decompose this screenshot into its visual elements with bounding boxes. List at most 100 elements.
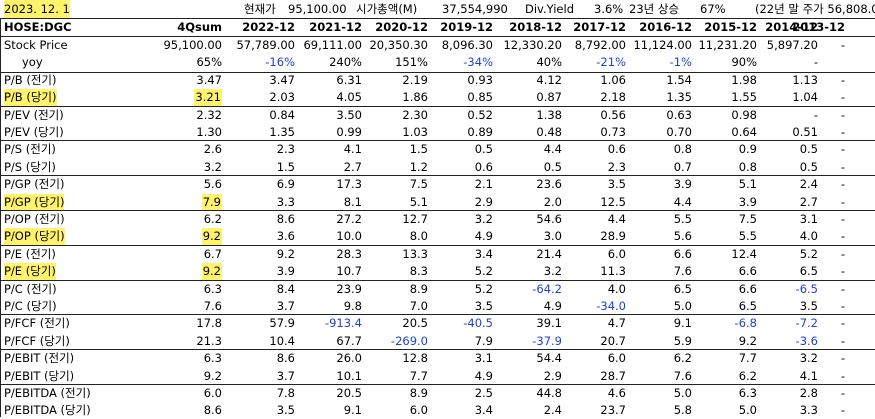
row-label: P/OP (전기) — [4, 212, 65, 226]
table-cell: 0.8 — [738, 159, 757, 174]
table-cell: 8,096.30 — [441, 38, 493, 52]
table-cell: 4.4 — [543, 142, 562, 157]
column-header: 2016-12 — [639, 20, 692, 34]
table-cell: 28.9 — [600, 229, 626, 244]
table-row: P/C (당기) 7.6 3.7 9.8 7.0 3.5 4.9 -34.0 5.0 6.5 3.5… — [0, 298, 875, 315]
table-cell: - — [840, 194, 845, 209]
row-label: P/C (전기) — [4, 281, 57, 296]
column-header: 2017-12 — [573, 20, 626, 34]
summary-price: 95,100.00 — [288, 2, 347, 16]
table-cell: - — [840, 229, 845, 244]
grid-line — [0, 349, 875, 350]
grid-line — [0, 314, 875, 315]
table-cell: 26.0 — [336, 351, 362, 366]
table-row: Stock Price 95,100.00 57,789.00 69,111.00 20… — [0, 37, 875, 54]
table-cell: 7.5 — [738, 212, 757, 226]
table-cell: 4.1 — [343, 142, 362, 157]
table-cell: 0.93 — [467, 72, 493, 87]
table-cell: 2.9 — [474, 194, 493, 209]
table-cell: -913.4 — [324, 316, 362, 331]
summary-mcap-label: 시가총액(M) — [356, 2, 418, 16]
table-cell: 3.7 — [276, 368, 295, 383]
table-cell: 9.2 — [158, 228, 222, 246]
row-label: P/EBIT (전기) — [4, 351, 75, 366]
grid-line — [0, 280, 875, 281]
table-cell: 0.89 — [467, 125, 493, 139]
table-cell: 4.9 — [474, 229, 493, 244]
row-label: P/GP (전기) — [4, 177, 65, 192]
column-header: 2013-12 — [792, 20, 845, 34]
highlighted-value: 3.21 — [194, 89, 222, 107]
table-cell: 4.6 — [607, 386, 626, 400]
table-cell: 2.4 — [543, 403, 562, 418]
table-cell: 0.99 — [336, 125, 362, 139]
table-cell: 20,350.30 — [369, 38, 428, 52]
table-row: P/C (전기) 6.3 8.4 23.9 8.9 5.2 -64.2 4.0 6.5 6.6 -6… — [0, 281, 875, 298]
table-cell: 0.6 — [607, 142, 626, 157]
table-cell: 3.9 — [276, 264, 295, 279]
table-cell — [781, 54, 845, 71]
summary-price-label: 현재가 — [244, 2, 276, 16]
table-cell: 5.1 — [738, 177, 757, 192]
table-cell: 6.6 — [673, 246, 692, 261]
table-cell: 6.5 — [738, 299, 757, 313]
table-cell: 28.3 — [336, 246, 362, 261]
table-cell: 9.2 — [158, 263, 222, 281]
table-cell: 1.5 — [409, 142, 428, 157]
table-cell: 5.1 — [409, 194, 428, 209]
highlighted-value: 9.2 — [201, 263, 222, 281]
table-cell: 4.9 — [543, 299, 562, 313]
table-cell: 4.0 — [607, 281, 626, 296]
row-label: P/EBIT (당기) — [4, 368, 75, 383]
table-row: P/E (전기) 6.7 9.2 28.3 13.3 3.4 21.4 6.0 6.6 12.4 5… — [0, 246, 875, 263]
column-header: 2020-12 — [375, 20, 428, 34]
table-cell: 4.7 — [607, 316, 626, 331]
table-cell: 3.5 — [799, 299, 818, 313]
table-cell: 6.3 — [203, 281, 222, 296]
column-header: 2022-12 — [242, 20, 295, 34]
table-cell: 2.30 — [402, 107, 428, 122]
table-cell: 95,100.00 — [163, 38, 222, 52]
table-cell: 3.3 — [276, 194, 295, 209]
table-cell: 1.04 — [792, 90, 818, 105]
table-cell: 6.0 — [409, 403, 428, 418]
table-cell: 6.3 — [738, 386, 757, 400]
table-cell: 2.1 — [474, 177, 493, 192]
table-cell: 5,897.20 — [766, 38, 818, 52]
table-cell: 8.6 — [276, 212, 295, 226]
table-cell: -64.2 — [532, 281, 562, 296]
table-cell: 4.12 — [536, 72, 562, 87]
table-cell: 10.1 — [336, 368, 362, 383]
table-cell: 11.3 — [600, 264, 626, 279]
row-label: yoy — [22, 55, 43, 70]
column-header: 2014-12 — [765, 20, 818, 34]
table-cell: - — [840, 281, 845, 296]
table-cell: 5.2 — [799, 246, 818, 261]
table-row: P/EBIT (전기) 6.3 8.6 26.0 12.8 3.1 54.4 6.0 6.2 7.… — [0, 350, 875, 367]
table-cell: -6.5 — [795, 281, 818, 296]
table-cell: - — [840, 72, 845, 87]
table-cell: - — [813, 107, 818, 122]
table-cell: - — [840, 212, 845, 226]
table-cell: 12.7 — [402, 212, 428, 226]
table-cell: - — [840, 351, 845, 366]
table-cell: 28.7 — [600, 368, 626, 383]
table-cell: 8.1 — [343, 194, 362, 209]
table-cell: 3.1 — [474, 351, 493, 366]
grid-line — [0, 210, 875, 211]
table-cell: 7.6 — [673, 368, 692, 383]
table-cell: 69,111.00 — [303, 38, 362, 52]
table-cell: 12.4 — [731, 246, 757, 261]
table-cell: 2.7 — [343, 159, 362, 174]
table-cell: 7.7 — [738, 351, 757, 366]
table-cell: - — [840, 159, 845, 174]
table-cell: 5.2 — [474, 264, 493, 279]
table-cell: 2.0 — [543, 194, 562, 209]
table-cell: 7.6 — [203, 299, 222, 313]
table-cell: 6.6 — [738, 281, 757, 296]
table-cell: - — [840, 177, 845, 192]
table-row: P/GP (당기) 7.9 3.3 8.1 5.1 2.9 2.0 12.5 4.4 3.9 2.7… — [0, 193, 875, 211]
column-header: 2019-12 — [440, 20, 493, 34]
table-cell: 3.4 — [474, 403, 493, 418]
